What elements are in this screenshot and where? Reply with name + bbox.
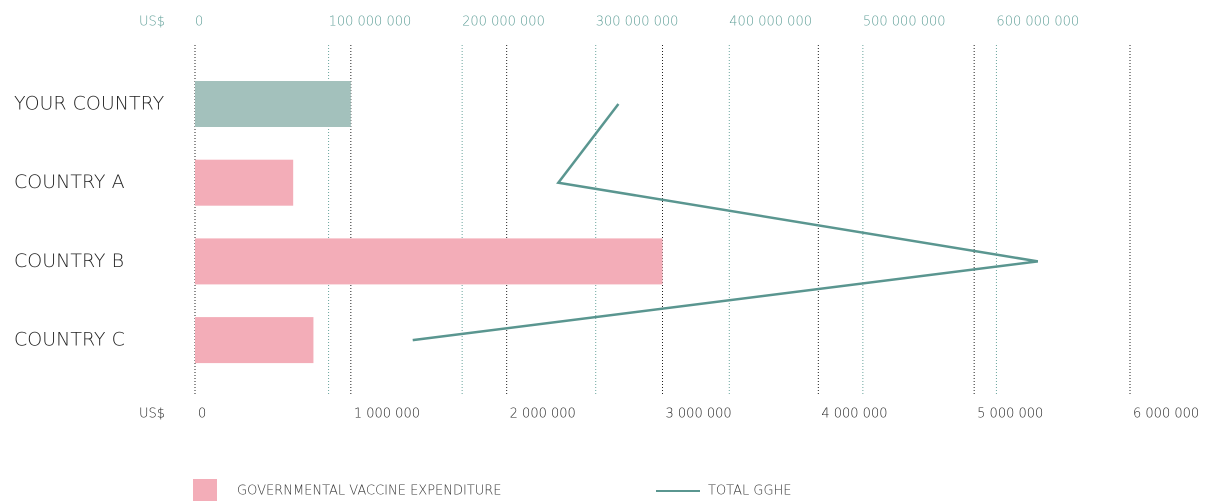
x2-tick-label: 400 000 000 xyxy=(729,15,812,30)
x-axis-label: US$ xyxy=(139,407,165,422)
x-tick-label: 6 000 000 xyxy=(1133,407,1199,422)
x-tick-label: 0 xyxy=(198,407,206,422)
x-tick-label: 3 000 000 xyxy=(666,407,732,422)
legend-swatch xyxy=(193,479,217,501)
category-label: COUNTRY A xyxy=(14,171,125,193)
x-tick-label: 4 000 000 xyxy=(821,407,887,422)
x-tick-label: 2 000 000 xyxy=(510,407,576,422)
bar xyxy=(195,317,314,364)
x2-tick-label: 600 000 000 xyxy=(996,15,1079,30)
bar xyxy=(195,159,294,206)
x2-tick-label: 100 000 000 xyxy=(329,15,412,30)
legend-label: GOVERNMENTAL VACCINE EXPENDITURE xyxy=(237,484,502,499)
bar xyxy=(195,81,351,127)
legend-label: TOTAL GGHE xyxy=(708,484,792,499)
x-tick-label: 5 000 000 xyxy=(977,407,1043,422)
x2-axis-label: US$ xyxy=(139,15,165,30)
line xyxy=(412,103,1039,342)
x2-tick-label: 300 000 000 xyxy=(596,15,679,30)
x-tick-label: 1 000 000 xyxy=(354,407,420,422)
category-label: YOUR COUNTRY xyxy=(14,93,165,115)
category-label: COUNTRY C xyxy=(14,329,125,351)
x2-tick-label: 0 xyxy=(195,15,203,30)
category-label: COUNTRY B xyxy=(14,250,124,272)
bar xyxy=(195,238,663,285)
x2-tick-label: 500 000 000 xyxy=(863,15,946,30)
x2-tick-label: 200 000 000 xyxy=(462,15,545,30)
